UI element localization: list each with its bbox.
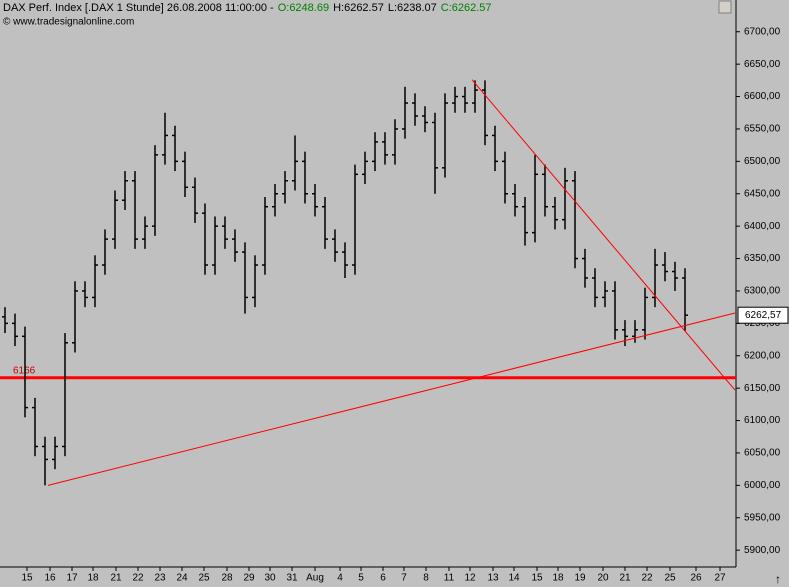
last-price-box bbox=[737, 306, 789, 324]
x-tick-label: 25 bbox=[198, 573, 210, 584]
y-tick-label: 6450,00 bbox=[744, 188, 781, 199]
x-tick-label: 18 bbox=[552, 573, 564, 584]
y-tick-label: 5950,00 bbox=[744, 512, 781, 523]
x-tick-label: 20 bbox=[597, 573, 609, 584]
x-tick-label: 22 bbox=[641, 573, 653, 584]
y-tick-label: 6500,00 bbox=[744, 156, 781, 167]
title-low: L:6238.07 bbox=[388, 2, 437, 14]
x-tick-label: Aug bbox=[306, 573, 324, 584]
x-tick-label: 29 bbox=[243, 573, 255, 584]
x-tick-label: 5 bbox=[358, 573, 364, 584]
x-tick-label: 27 bbox=[714, 573, 726, 584]
y-tick-label: 6150,00 bbox=[744, 383, 781, 394]
x-tick-label: 31 bbox=[286, 573, 298, 584]
x-tick-label: 18 bbox=[87, 573, 99, 584]
x-tick-label: 24 bbox=[176, 573, 188, 584]
y-tick-label: 6350,00 bbox=[744, 253, 781, 264]
x-tick-label: 14 bbox=[508, 573, 520, 584]
y-tick-label: 6700,00 bbox=[744, 26, 781, 37]
x-tick-label: 21 bbox=[619, 573, 631, 584]
window-icon[interactable] bbox=[718, 0, 732, 14]
x-tick-label: 13 bbox=[487, 573, 499, 584]
y-tick-label: 6550,00 bbox=[744, 124, 781, 135]
chart-title: DAX Perf. Index [.DAX 1 Stunde] 26.08.20… bbox=[3, 2, 274, 14]
y-tick-label: 6100,00 bbox=[744, 415, 781, 426]
scroll-arrow[interactable]: ↑ bbox=[775, 572, 781, 586]
x-tick-label: 6 bbox=[380, 573, 386, 584]
title-open: O:6248.69 bbox=[278, 2, 329, 14]
trendline bbox=[471, 79, 736, 391]
x-tick-label: 22 bbox=[132, 573, 144, 584]
last-price-label: 6262,57 bbox=[745, 310, 782, 321]
x-tick-label: 28 bbox=[221, 573, 233, 584]
x-tick-label: 4 bbox=[337, 573, 343, 584]
trendline bbox=[47, 312, 736, 486]
y-tick-label: 6300,00 bbox=[744, 286, 781, 297]
title-high: H:6262.57 bbox=[333, 2, 384, 14]
x-tick-label: 30 bbox=[264, 573, 276, 584]
x-tick-label: 17 bbox=[66, 573, 78, 584]
y-tick-label: 6000,00 bbox=[744, 480, 781, 491]
y-tick-label: 6400,00 bbox=[744, 221, 781, 232]
x-tick-label: 19 bbox=[574, 573, 586, 584]
x-tick-label: 26 bbox=[690, 573, 702, 584]
x-tick-label: 16 bbox=[44, 573, 56, 584]
x-tick-label: 11 bbox=[444, 573, 455, 584]
y-tick-label: 6650,00 bbox=[744, 59, 781, 70]
chart-subtitle: © www.tradesignalonline.com bbox=[3, 17, 134, 28]
x-tick-label: 23 bbox=[154, 573, 166, 584]
x-tick-label: 15 bbox=[21, 573, 33, 584]
title-close: C:6262.57 bbox=[441, 2, 492, 14]
x-tick-label: 8 bbox=[423, 573, 429, 584]
x-tick-label: 25 bbox=[664, 573, 676, 584]
x-tick-label: 7 bbox=[401, 573, 407, 584]
y-tick-label: 5900,00 bbox=[744, 545, 781, 556]
x-tick-label: 12 bbox=[464, 573, 476, 584]
y-tick-label: 6050,00 bbox=[744, 448, 781, 459]
y-tick-label: 6600,00 bbox=[744, 91, 781, 102]
y-tick-label: 6200,00 bbox=[744, 350, 781, 361]
x-tick-label: 15 bbox=[531, 573, 543, 584]
x-tick-label: 21 bbox=[110, 573, 122, 584]
